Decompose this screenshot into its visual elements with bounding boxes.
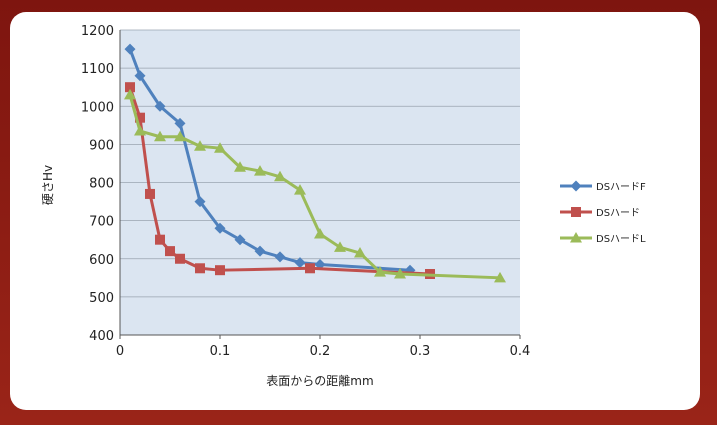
legend-label: DSハード [596, 208, 640, 219]
legend-label: DSハードF [596, 182, 646, 193]
y-tick-label: 1200 [81, 24, 114, 39]
legend-item: DSハード [560, 207, 640, 219]
legend-swatch-marker [570, 180, 582, 192]
y-tick-label: 500 [89, 291, 114, 306]
data-point [354, 247, 366, 258]
data-point [394, 268, 406, 279]
data-point [155, 234, 165, 245]
data-point [254, 165, 266, 176]
data-point [134, 125, 146, 136]
data-point [274, 251, 286, 263]
data-point [124, 88, 136, 100]
series-2 [125, 82, 435, 279]
data-point [135, 112, 145, 123]
legend-item: DSハードL [560, 232, 646, 245]
data-point [174, 117, 186, 129]
series-line [128, 94, 501, 280]
y-axis-title: 硬さHv [41, 165, 55, 205]
y-tick-label: 800 [89, 177, 114, 192]
x-axis-title: 表面からの距離mm [266, 374, 373, 388]
data-point [294, 184, 306, 195]
data-point [374, 266, 386, 277]
y-tick-label: 1100 [81, 62, 114, 77]
x-tick-label: 0.4 [510, 344, 531, 359]
data-point [214, 142, 226, 153]
y-tick-label: 700 [89, 215, 114, 230]
data-point [175, 253, 185, 264]
data-point [174, 130, 186, 142]
data-point [215, 265, 225, 276]
y-tick-label: 400 [89, 329, 114, 344]
data-point [234, 161, 246, 172]
legend-label: DSハードL [596, 234, 646, 245]
x-tick-label: 0.1 [210, 344, 231, 359]
y-tick-label: 900 [89, 138, 114, 153]
data-point [234, 234, 246, 246]
data-point [124, 43, 136, 55]
x-tick-label: 0.2 [310, 344, 331, 359]
legend-swatch-marker [570, 232, 582, 243]
data-point [334, 241, 346, 252]
data-point [194, 140, 206, 151]
series-1 [124, 43, 416, 276]
data-point [145, 188, 155, 199]
y-tick-label: 1000 [81, 100, 114, 115]
data-point [305, 263, 315, 274]
data-point [274, 170, 286, 182]
data-point [134, 70, 146, 82]
data-point [195, 263, 205, 274]
legend-item: DSハードF [560, 180, 646, 193]
data-point [314, 227, 326, 239]
legend-swatch-marker [571, 207, 581, 217]
y-tick-label: 600 [89, 253, 114, 268]
x-tick-label: 0.3 [410, 344, 431, 359]
data-point [194, 196, 206, 208]
data-point [494, 271, 506, 283]
data-point [165, 246, 175, 257]
data-point [214, 222, 226, 234]
data-point [154, 130, 166, 142]
data-point [125, 82, 135, 93]
series-3 [124, 88, 506, 283]
data-point [254, 245, 266, 257]
x-tick-label: 0 [116, 344, 124, 359]
data-point [154, 100, 166, 112]
data-point [294, 257, 306, 269]
